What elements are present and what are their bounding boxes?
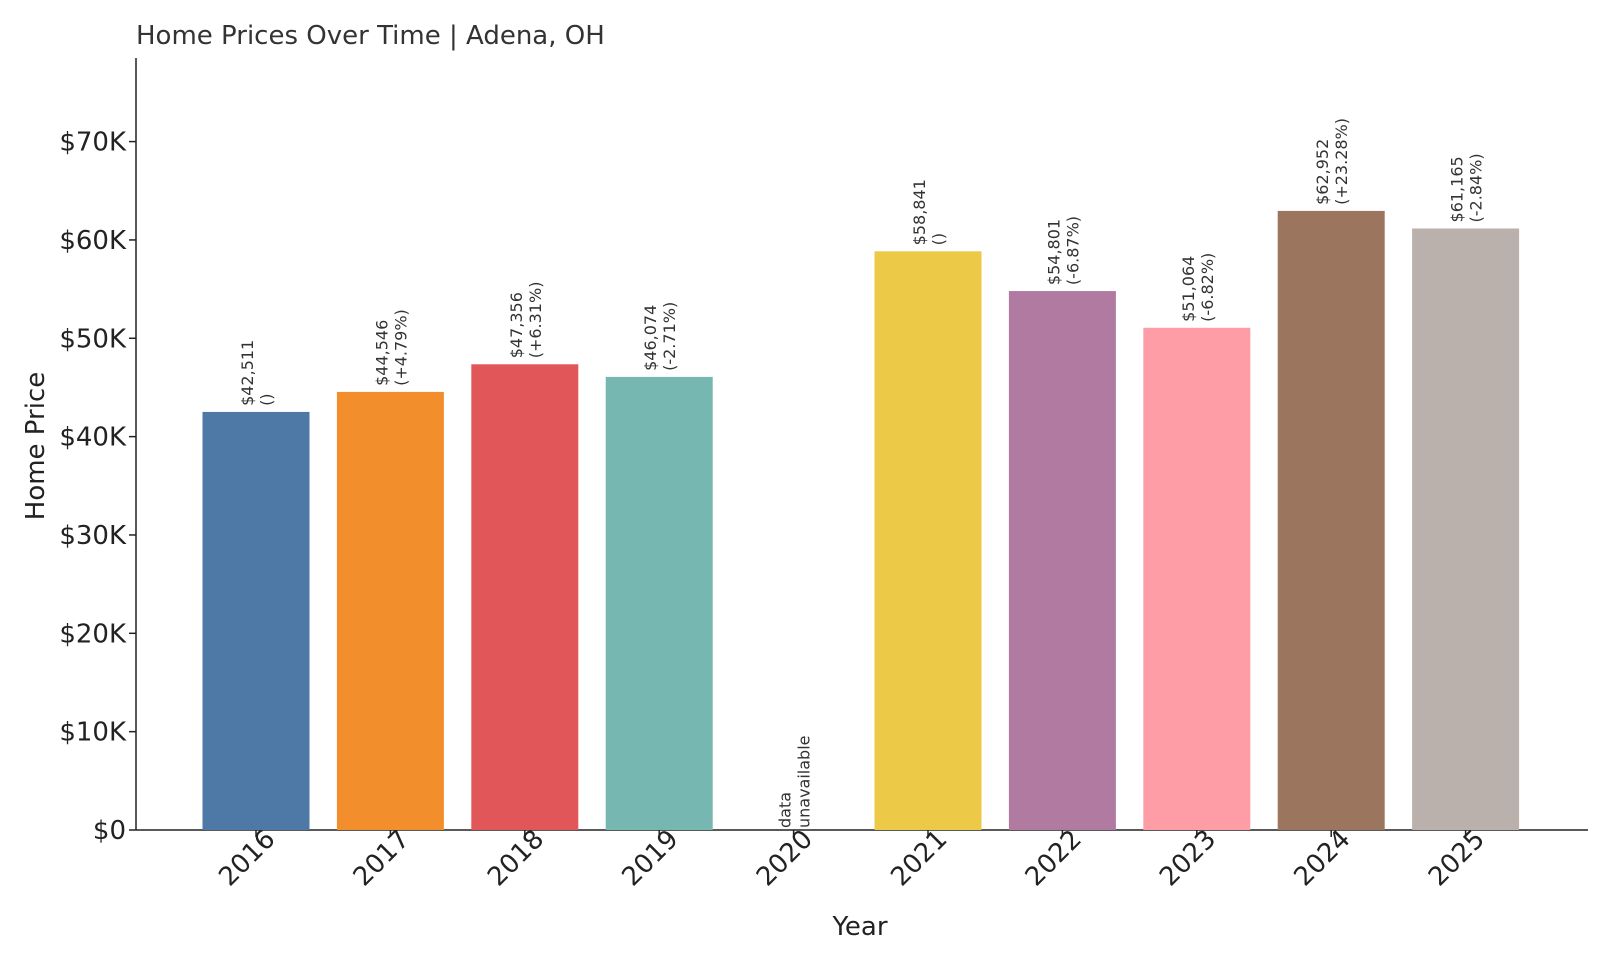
bar-2018 [471,364,579,830]
y-axis-title: Home Price [21,372,51,520]
bar-label-2021: $58,841() [910,179,948,245]
x-tick-label: 2022 [1020,824,1088,892]
no-data-label: data [776,792,795,828]
x-tick-label: 2017 [348,824,416,892]
bar-label-2017: $44,546 (+4.79%) [372,309,410,386]
x-tick-label: 2023 [1154,824,1222,892]
bar-change-label: (+6.31%) [526,282,545,359]
y-tick-label: $30K [59,521,127,551]
bar-label-2024: $62,952 (+23.28%) [1313,118,1351,205]
bar-change-label: () [929,233,948,245]
bar-value-label: $47,356 [507,292,526,358]
x-tick-label: 2021 [885,824,953,892]
bar-2025 [1412,228,1520,830]
bar-value-label: $51,064 [1179,256,1198,322]
bar-2021 [874,251,982,831]
y-axis: $0 $10K $20K $30K $40K $50K $60K $70K [59,58,137,846]
y-tick-label: $70K [59,128,127,158]
y-tick-label: $20K [59,619,127,649]
y-tick-label: $40K [59,423,127,453]
bar-2023 [1143,327,1251,830]
bar-value-label: $44,546 [372,320,391,386]
bar-change-label: (-2.84%) [1467,153,1486,222]
y-tick-label: $60K [59,226,127,256]
x-tick-label: 2024 [1289,824,1357,892]
bar-change-label: (+4.79%) [391,309,410,386]
y-tick-label: $0 [93,816,126,846]
bar-change-label: (-6.87%) [1063,216,1082,285]
bar-value-label: $58,841 [910,179,929,245]
bar-2022 [1008,291,1116,831]
bar-label-2022: $54,801 (-6.87%) [1044,216,1082,285]
bar-labels: $42,511 ()$44,546 (+4.79%) $47,356 (+6.31%) $… [238,118,1486,828]
bar-value-label: $46,074 [641,305,660,371]
bar-2016 [202,411,310,830]
bar-change-label: (+23.28%) [1332,118,1351,205]
no-data-label: unavailable [795,736,814,829]
bar-value-label: $61,165 [1448,156,1467,222]
bar-2024 [1277,210,1385,831]
bar-change-label: (-6.82%) [1198,253,1217,322]
x-axis: 2016 2017 2018 2019 2020 2021 2022 2023 2024 2025 [136,824,1588,892]
y-tick-label: $10K [59,718,127,748]
x-axis-title: Year [831,912,887,942]
x-tick-label: 2020 [751,824,819,892]
chart-title: Home Prices Over Time | Adena, OH [136,21,605,51]
x-tick-label: 2016 [213,824,281,892]
bar-label-2018: $47,356 (+6.31%) [507,282,545,359]
bar-label-2020: data unavailable [776,736,814,829]
bar-label-2025: $61,165 (-2.84%) [1448,153,1486,222]
x-tick-label: 2018 [482,824,550,892]
bar-change-label: () [257,393,276,405]
bar-change-label: (-2.71%) [660,302,679,371]
bar-value-label: $54,801 [1044,219,1063,285]
bar-label-2023: $51,064 (-6.82%) [1179,253,1217,322]
bar-label-2016: $42,511() [238,340,276,406]
x-tick-label: 2019 [617,824,685,892]
bar-2019 [605,376,713,830]
bar-value-label: $42,511 [238,340,257,406]
bars [202,210,1520,831]
bar-label-2019: $46,074 (-2.71%) [641,302,679,371]
x-tick-label: 2025 [1423,824,1491,892]
y-tick-label: $50K [59,324,127,354]
bar-value-label: $62,952 [1313,139,1332,205]
bar-2017 [336,391,444,830]
